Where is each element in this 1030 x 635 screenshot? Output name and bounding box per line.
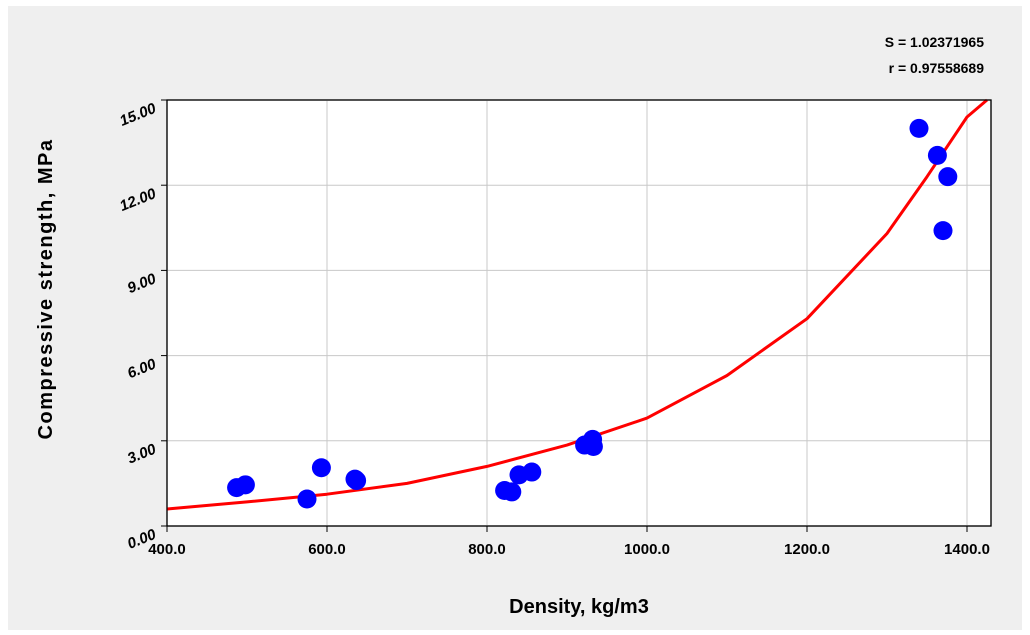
data-point [311, 458, 331, 478]
data-point [933, 221, 953, 241]
plot-area [166, 99, 992, 527]
data-point [927, 145, 947, 165]
x-tick-labels: 400.0 600.0 800.0 1000.0 1200.0 1400.0 [148, 541, 990, 558]
x-tick-label: 1200.0 [784, 541, 830, 558]
s-statistic: S = 1.02371965 [885, 34, 984, 50]
y-tick-label: 12.00 [117, 185, 159, 215]
y-tick-label: 3.00 [125, 441, 159, 468]
data-point [909, 118, 929, 138]
fit-curve-layer [166, 98, 988, 511]
y-axis-title: Compressive strength, MPa [35, 139, 57, 440]
x-tick-label: 600.0 [308, 541, 346, 558]
data-point [583, 436, 603, 456]
x-tick-label: 800.0 [468, 541, 506, 558]
fit-curve [166, 98, 988, 511]
data-point [502, 482, 522, 502]
data-point [235, 475, 255, 495]
y-tick-label: 15.00 [117, 100, 159, 130]
x-tick-label: 1400.0 [944, 541, 990, 558]
data-point [297, 489, 317, 509]
r-statistic: r = 0.97558689 [889, 60, 985, 76]
tick-marks [161, 99, 968, 532]
x-axis-title: Density, kg/m3 [509, 596, 649, 618]
x-tick-label: 400.0 [148, 541, 186, 558]
chart-background: 400.0 600.0 800.0 1000.0 1200.0 1400.0 0.00 3.… [8, 6, 1022, 630]
data-point [522, 462, 542, 482]
y-tick-label: 9.00 [125, 270, 159, 297]
plot-border [166, 99, 992, 527]
y-tick-label: 6.00 [125, 355, 159, 382]
data-point [347, 471, 367, 491]
data-points [227, 118, 958, 509]
x-tick-label: 1000.0 [624, 541, 670, 558]
chart: 400.0 600.0 800.0 1000.0 1200.0 1400.0 0.003.… [35, 34, 992, 618]
data-point [938, 167, 958, 187]
